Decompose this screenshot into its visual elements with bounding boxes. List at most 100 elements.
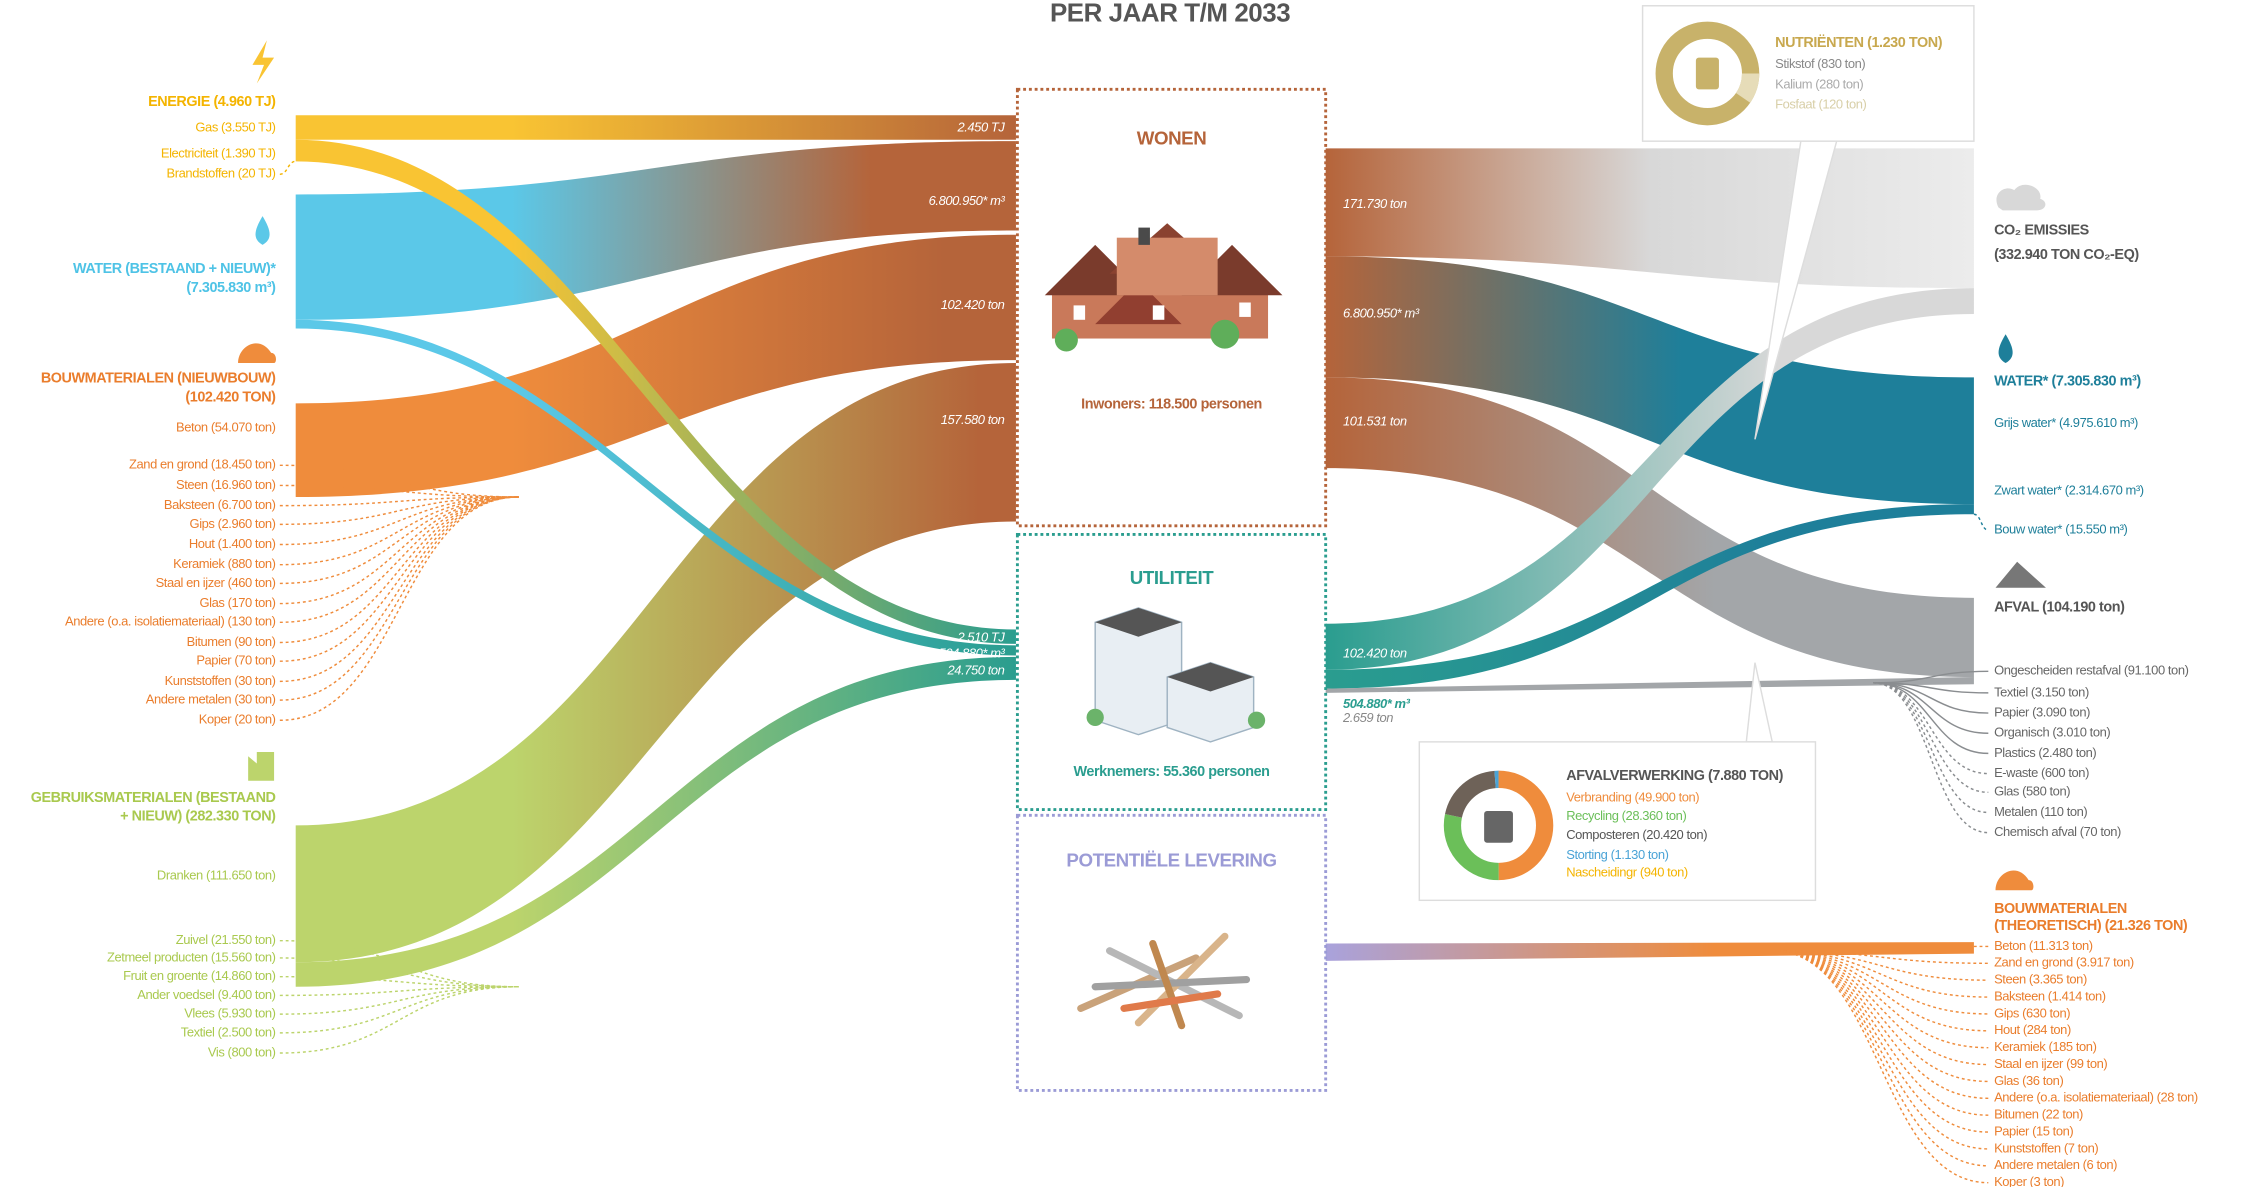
connector [280,497,519,565]
connector [1772,951,1988,1099]
group-heading: BOUWMATERIALEN (NIEUWBOUW) [41,371,276,387]
flow-label: 2.510 TJ [956,630,1005,645]
item-label: Baksteen (6.700 ton) [164,497,276,512]
group-heading: (332.940 TON CO₂-EQ) [1994,247,2139,263]
sector-caption: Inwoners: 118.500 personen [1081,397,1262,413]
item-label: Glas (580 ton) [1994,784,2070,799]
item-label: Papier (70 ton) [196,653,275,668]
connector [1974,514,1988,530]
connector [1772,951,1988,1115]
connector [1873,683,1988,733]
item-label: Grijs water* (4.975.610 m³) [1994,415,2138,430]
connector [1772,951,1988,1014]
group-heading: WATER (BESTAAND + NIEUW)* [73,261,276,277]
connector [1873,683,1988,792]
item-label: Andere metalen (30 ton) [146,692,276,707]
goods-icon [248,752,274,781]
item-label: Bitumen (90 ton) [187,634,276,649]
item-label: Zand en grond (3.917 ton) [1994,955,2134,970]
item-label: Keramiek (880 ton) [173,556,275,571]
connector [1772,951,1988,1132]
callout-item: Recycling (28.360 ton) [1566,808,1686,823]
energy-icon [252,40,274,83]
item-label: Textiel (3.150 ton) [1994,684,2089,699]
donut-icon [1696,58,1719,90]
item-label: Glas (170 ton) [199,595,275,610]
item-label: Zand en grond (18.450 ton) [129,457,276,472]
connector [1772,951,1988,1166]
item-label: Staal en ijzer (460 ton) [156,575,276,590]
item-label: Metalen (110 ton) [1994,804,2087,819]
item-label: Andere (o.a. isolatiemateriaal) (28 ton) [1994,1090,2198,1105]
item-label: Glas (36 ton) [1994,1073,2063,1088]
connector [1772,951,1988,1183]
connector [1873,683,1988,754]
group-heading: WATER* (7.305.830 m³) [1994,374,2141,390]
material-icon [1996,871,2034,891]
sector-title: UTILITEIT [1130,567,1214,588]
sector-title: POTENTIËLE LEVERING [1066,849,1276,870]
callout-item: Fosfaat (120 ton) [1775,97,1866,112]
item-label: Kunststoffen (30 ton) [165,673,276,688]
connector [280,497,519,642]
item-label: Plastics (2.480 ton) [1994,745,2096,760]
item-label: Beton (54.070 ton) [176,419,276,434]
item-label: Vlees (5.930 ton) [184,1006,275,1021]
item-label: Papier (3.090 ton) [1994,704,2090,719]
callout-item: Composteren (20.420 ton) [1566,827,1707,842]
title: PER JAAR T/M 2033 [1050,0,1290,27]
item-label: Zetmeel producten (15.560 ton) [107,949,276,964]
flow-label: 504.880* m³ [939,645,1006,660]
houses-icon [1045,223,1283,351]
connector [280,987,519,1053]
item-label: Bouw water* (15.550 m³) [1994,522,2127,537]
group-heading: (7.305.830 m³) [186,280,276,296]
callout-heading: AFVALVERWERKING (7.880 TON) [1566,768,1783,784]
connector [1873,683,1988,774]
connector [280,497,519,720]
connector [1772,951,1988,1149]
item-label: Steen (3.365 ton) [1994,972,2087,987]
item-label: Zwart water* (2.314.670 m³) [1994,483,2144,498]
item-label: Andere metalen (6 ton) [1994,1157,2117,1172]
connector [280,497,519,545]
item-label: Textiel (2.500 ton) [181,1024,276,1039]
group-heading: (THEORETISCH) (21.326 TON) [1994,918,2188,934]
connector [280,497,519,604]
item-label: Organisch (3.010 ton) [1994,725,2110,740]
item-label: E-waste (600 ton) [1994,765,2089,780]
item-label: Dranken (111.650 ton) [157,867,276,882]
group-heading: CO₂ EMISSIES [1994,222,2090,238]
cloud-icon [1996,185,2045,211]
group-heading: + NIEUW) (282.330 TON) [120,809,276,825]
item-label: Ongescheiden restafval (91.100 ton) [1994,663,2189,678]
group-heading: GEBRUIKSMATERIALEN (BESTAAND [31,790,276,806]
group-heading: BOUWMATERIALEN [1994,901,2127,917]
item-label: Fruit en groente (14.860 ton) [123,968,275,983]
item-label: Steen (16.960 ton) [176,477,276,492]
flow-label: 504.880* m³ [1343,696,1411,711]
callout-item: Storting (1.130 ton) [1566,847,1668,862]
water-icon [1999,334,2013,363]
connector [1772,951,1988,1082]
connector [1772,951,1988,1048]
item-label: Papier (15 ton) [1994,1123,2073,1138]
flow-label: 102.420 ton [941,297,1005,312]
callout-item: Nascheidingr (940 ton) [1566,864,1688,879]
flow-label: 2.450 TJ [956,120,1005,135]
group-heading: (102.420 TON) [185,389,276,405]
item-label: Staal en ijzer (99 ton) [1994,1056,2107,1071]
flow-label: 2.659 ton [1342,710,1393,725]
connector [280,497,519,700]
connector [280,497,519,661]
infographic: PER JAAR T/M 2033 ENERGIE (4.960 TJ)Gas … [0,0,2248,1187]
callout-heading: NUTRIËNTEN (1.230 TON) [1775,34,1943,51]
page: PER JAAR T/M 2033 ENERGIE (4.960 TJ)Gas … [0,0,2248,1187]
item-label: Gips (630 ton) [1994,1005,2070,1020]
connector [280,497,519,681]
item-label: Gas (3.550 TJ) [195,120,275,135]
buildings-icon [1087,608,1266,742]
callout-pointer [1746,663,1772,742]
connector [280,497,519,622]
connector [280,161,296,174]
